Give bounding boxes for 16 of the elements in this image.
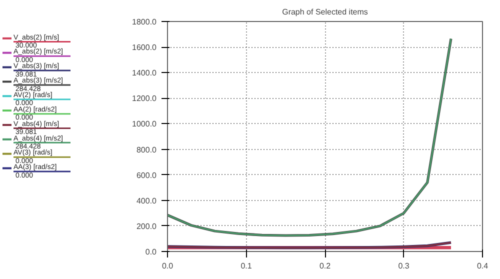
y-tick-label: 1800.0 (132, 18, 158, 26)
y-tick-label: 200.0 (136, 222, 158, 231)
y-tick-label: 600.0 (136, 170, 158, 180)
y-tick-label: 1600.0 (132, 43, 158, 52)
x-tick-label: 0.1 (240, 262, 252, 270)
y-tick-label: 0.0 (145, 248, 158, 256)
y-tick-label: 800.0 (136, 145, 158, 154)
y-tick-label: 400.0 (136, 196, 158, 206)
x-tick-label: 0.0 (162, 262, 174, 270)
y-tick-label: 1000.0 (132, 120, 158, 129)
chart-title: Graph of Selected items (282, 8, 368, 16)
x-tick-label: 0.4 (476, 262, 489, 270)
y-tick-label: 1400.0 (132, 68, 158, 78)
x-tick-label: 0.2 (319, 262, 332, 270)
x-tick-label: 0.3 (398, 262, 410, 270)
y-tick-label: 1200.0 (132, 94, 158, 104)
